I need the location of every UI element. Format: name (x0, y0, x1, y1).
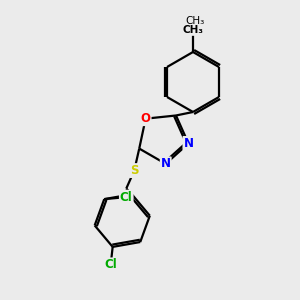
Text: O: O (141, 112, 151, 125)
Text: Cl: Cl (104, 258, 117, 272)
Text: CH₃: CH₃ (182, 25, 203, 35)
Text: S: S (130, 164, 139, 177)
Text: Cl: Cl (120, 190, 133, 204)
Text: CH₃: CH₃ (185, 16, 205, 26)
Text: N: N (161, 158, 171, 170)
Text: N: N (183, 137, 194, 150)
